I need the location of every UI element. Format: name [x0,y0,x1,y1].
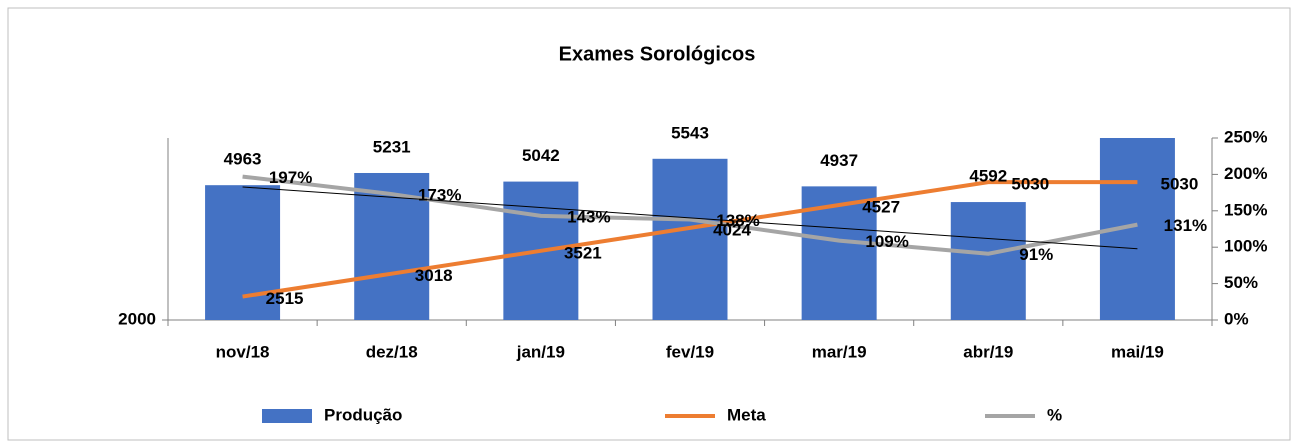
line-label: 109% [865,232,908,251]
line-label: 4527 [862,198,900,217]
trendline [242,186,1138,250]
x-tick-label: jan/19 [516,342,565,361]
bar [652,158,728,320]
line-series [242,180,1138,299]
x-tick-label: dez/18 [366,342,418,361]
bar-label: 5042 [522,146,560,165]
y2-tick-label: 250% [1224,127,1267,146]
line-label: 173% [418,186,461,205]
line-label: 91% [1019,245,1053,264]
legend-label: Meta [727,405,766,424]
line-label: 3018 [415,266,453,285]
bar-label: 4963 [224,150,262,169]
x-tick-label: mar/19 [812,342,867,361]
bar [205,185,281,320]
bar-label: 5231 [373,137,411,156]
legend-swatch [262,409,312,423]
y2-tick-label: 0% [1224,309,1249,328]
x-tick-label: abr/19 [963,342,1013,361]
line-label: 5030 [1011,175,1049,194]
line-label: 138% [716,211,759,230]
y2-tick-label: 50% [1224,273,1258,292]
y2-tick-label: 200% [1224,164,1267,183]
y2-tick-label: 100% [1224,237,1267,256]
legend-label: % [1047,405,1062,424]
legend-label: Produção [324,405,402,424]
line-label: 5030 [1161,175,1199,194]
line-series [242,174,1138,256]
x-tick-label: nov/18 [216,342,270,361]
line-label: 131% [1164,216,1207,235]
bar-label: 4937 [820,151,858,170]
line-label: 2515 [266,289,304,308]
line-label: 143% [567,207,610,226]
line-label: 3521 [564,243,602,262]
y-tick-label: 2000 [118,309,156,328]
y2-tick-label: 150% [1224,200,1267,219]
bar-label: 5543 [671,123,709,142]
line-label: 197% [269,168,312,187]
line-label: 4024 [713,220,751,239]
chart-title: Exames Sorológicos [559,43,756,65]
x-tick-label: fev/19 [666,342,714,361]
chart-frame [7,7,1291,441]
bar-label: 4592 [969,167,1007,186]
bar [950,202,1026,320]
x-tick-label: mai/19 [1111,342,1164,361]
